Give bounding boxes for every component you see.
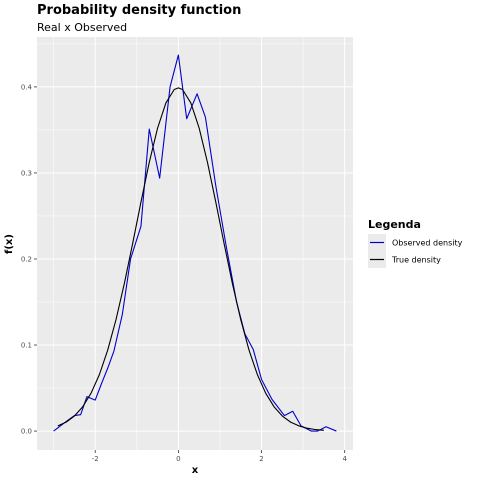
x-tick-label: 0 bbox=[176, 455, 180, 463]
series-line-true-density bbox=[57, 87, 324, 431]
legend: Legenda Observed density True density bbox=[368, 218, 463, 268]
x-tick-label: 4 bbox=[342, 455, 347, 463]
series-line-observed-density bbox=[53, 54, 337, 432]
x-axis-title: x bbox=[192, 465, 199, 476]
series-layer bbox=[53, 54, 337, 432]
plot-panel bbox=[37, 37, 353, 450]
chart-title: Probability density function bbox=[37, 3, 241, 18]
y-tick-label: 0.1 bbox=[21, 342, 32, 350]
y-tick-label: 0.2 bbox=[21, 255, 32, 263]
x-tick-label: -2 bbox=[92, 455, 99, 463]
x-tick-label: 2 bbox=[259, 455, 263, 463]
major-gridlines bbox=[37, 37, 353, 450]
y-tick-label: 0.3 bbox=[21, 169, 32, 177]
y-axis-title: f(x) bbox=[4, 234, 15, 254]
legend-label-observed: Observed density bbox=[392, 239, 463, 248]
axis-ticks: -2 0 2 4 0.0 0.1 0.2 0.3 0.4 bbox=[21, 83, 348, 463]
y-tick-label: 0.4 bbox=[21, 83, 33, 91]
minor-gridlines bbox=[37, 37, 353, 450]
legend-title: Legenda bbox=[368, 218, 421, 231]
chart-subtitle: Real x Observed bbox=[37, 21, 127, 34]
legend-label-true: True density bbox=[391, 256, 441, 265]
y-tick-label: 0.0 bbox=[21, 428, 32, 436]
